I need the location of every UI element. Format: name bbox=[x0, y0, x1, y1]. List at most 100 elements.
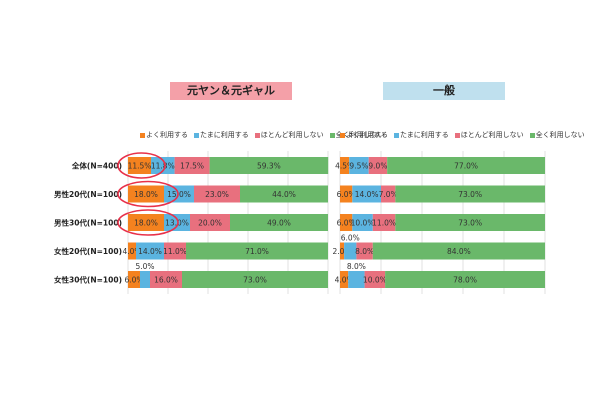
data-label: 2.0% bbox=[333, 247, 352, 256]
data-label: 73.0% bbox=[458, 219, 482, 228]
data-label: 4.0% bbox=[122, 247, 141, 256]
legend-swatch bbox=[340, 132, 345, 138]
legend-item: よく利用する bbox=[140, 130, 188, 140]
category-label: 全体(N=400) bbox=[71, 161, 122, 171]
bar-segment bbox=[136, 242, 164, 260]
legend-swatch bbox=[140, 132, 145, 138]
legend-label: ほとんど利用しない bbox=[460, 131, 524, 139]
legend-label: よく利用する bbox=[346, 131, 388, 139]
legend-label: 全く利用しない bbox=[535, 131, 585, 139]
bar-segment bbox=[128, 185, 164, 203]
bar-segment bbox=[186, 242, 328, 260]
data-label: 23.0% bbox=[205, 190, 229, 199]
legend-item: 全く利用しない bbox=[529, 130, 585, 140]
category-label: 男性30代(N=100) bbox=[54, 218, 122, 228]
data-label: 7.0% bbox=[379, 190, 398, 199]
bar-segment bbox=[387, 157, 545, 174]
data-label: 14.0% bbox=[355, 190, 379, 199]
data-label: 71.0% bbox=[245, 247, 269, 256]
data-label: 73.0% bbox=[458, 190, 482, 199]
data-label: 11.0% bbox=[372, 219, 396, 228]
legend-swatch bbox=[254, 132, 260, 138]
data-label: 17.5% bbox=[180, 162, 204, 171]
data-label: 6.0% bbox=[337, 190, 356, 199]
legend-item: ほとんど利用しない bbox=[254, 130, 324, 140]
bar-segment bbox=[164, 242, 186, 260]
data-label: 9.5% bbox=[349, 162, 368, 171]
bar-segment bbox=[381, 185, 396, 203]
bar-segment bbox=[240, 185, 328, 203]
bar-segment bbox=[194, 185, 240, 203]
legend-swatch bbox=[394, 132, 399, 138]
data-label: 78.0% bbox=[453, 276, 477, 285]
bar-segment bbox=[372, 242, 545, 260]
legend-right: よく利用する たまに利用する ほとんど利用しない 全く利用しない bbox=[340, 130, 591, 140]
data-label: 84.0% bbox=[447, 247, 471, 256]
legend-label: ほとんど利用しない bbox=[260, 131, 324, 139]
bar-segment bbox=[340, 214, 353, 231]
data-label: 11.5% bbox=[128, 162, 152, 171]
data-label: 6.0% bbox=[124, 276, 143, 285]
panel-title-right: 一般 bbox=[383, 82, 505, 100]
legend-item: たまに利用する bbox=[194, 130, 249, 140]
bar-segment bbox=[349, 157, 369, 174]
bar-segment bbox=[340, 271, 349, 288]
data-label: 73.0% bbox=[243, 276, 267, 285]
bar-segment bbox=[140, 271, 150, 288]
bar-segment bbox=[340, 185, 353, 203]
data-label: 14.0% bbox=[138, 247, 162, 256]
bar-segment bbox=[344, 242, 357, 260]
bar-segment bbox=[174, 157, 210, 174]
bar-segment bbox=[190, 214, 230, 231]
highlight-oval bbox=[117, 180, 179, 208]
legend-left: よく利用する たまに利用する ほとんど利用しない 全く利用しない bbox=[140, 130, 391, 140]
data-label: 77.0% bbox=[454, 162, 478, 171]
category-label: 女性20代(N=100) bbox=[54, 246, 122, 256]
bar-segment bbox=[395, 185, 545, 203]
legend-swatch bbox=[529, 132, 535, 138]
legend-label: たまに利用する bbox=[200, 131, 249, 139]
bar-segment bbox=[128, 214, 164, 231]
bar-segment bbox=[340, 242, 345, 260]
bar-segment bbox=[128, 242, 136, 260]
data-label: 4.0% bbox=[335, 276, 354, 285]
data-label: 16.0% bbox=[154, 276, 178, 285]
data-label: 11.8% bbox=[151, 162, 175, 171]
data-label: 13.0% bbox=[165, 219, 189, 228]
bar-segment bbox=[395, 214, 545, 231]
bar-segment bbox=[151, 157, 175, 174]
bar-segment bbox=[164, 185, 194, 203]
data-label: 20.0% bbox=[198, 219, 222, 228]
bar-segment bbox=[150, 271, 182, 288]
bar-segment bbox=[368, 157, 388, 174]
bar-segment bbox=[348, 271, 365, 288]
legend-label: よく利用する bbox=[146, 131, 188, 139]
data-label: 10.0% bbox=[351, 219, 375, 228]
data-label: 44.0% bbox=[272, 190, 296, 199]
data-label: 6.0% bbox=[341, 234, 360, 243]
legend-label: 全く利用しない bbox=[335, 131, 385, 139]
data-label: 8.0% bbox=[347, 262, 366, 271]
category-label: 男性20代(N=100) bbox=[54, 189, 122, 199]
legend-item: 全く利用しない bbox=[329, 130, 385, 140]
bar-segment bbox=[164, 214, 190, 231]
data-label: 15.0% bbox=[167, 190, 191, 199]
data-label: 6.0% bbox=[337, 219, 356, 228]
data-label: 4.5% bbox=[335, 162, 354, 171]
data-label: 5.0% bbox=[135, 262, 154, 271]
bar-segment bbox=[128, 271, 140, 288]
data-label: 59.3% bbox=[257, 162, 281, 171]
legend-swatch bbox=[454, 132, 460, 138]
highlight-oval bbox=[117, 152, 166, 179]
data-label: 8.0% bbox=[355, 247, 374, 256]
category-label: 女性30代(N=100) bbox=[54, 275, 122, 285]
bar-segment bbox=[128, 157, 151, 174]
data-label: 10.0% bbox=[363, 276, 387, 285]
bar-segment bbox=[364, 271, 386, 288]
legend-item: たまに利用する bbox=[394, 130, 449, 140]
bar-segment bbox=[385, 271, 545, 288]
legend-label: たまに利用する bbox=[400, 131, 449, 139]
data-label: 18.0% bbox=[134, 219, 158, 228]
highlight-oval bbox=[117, 209, 179, 236]
